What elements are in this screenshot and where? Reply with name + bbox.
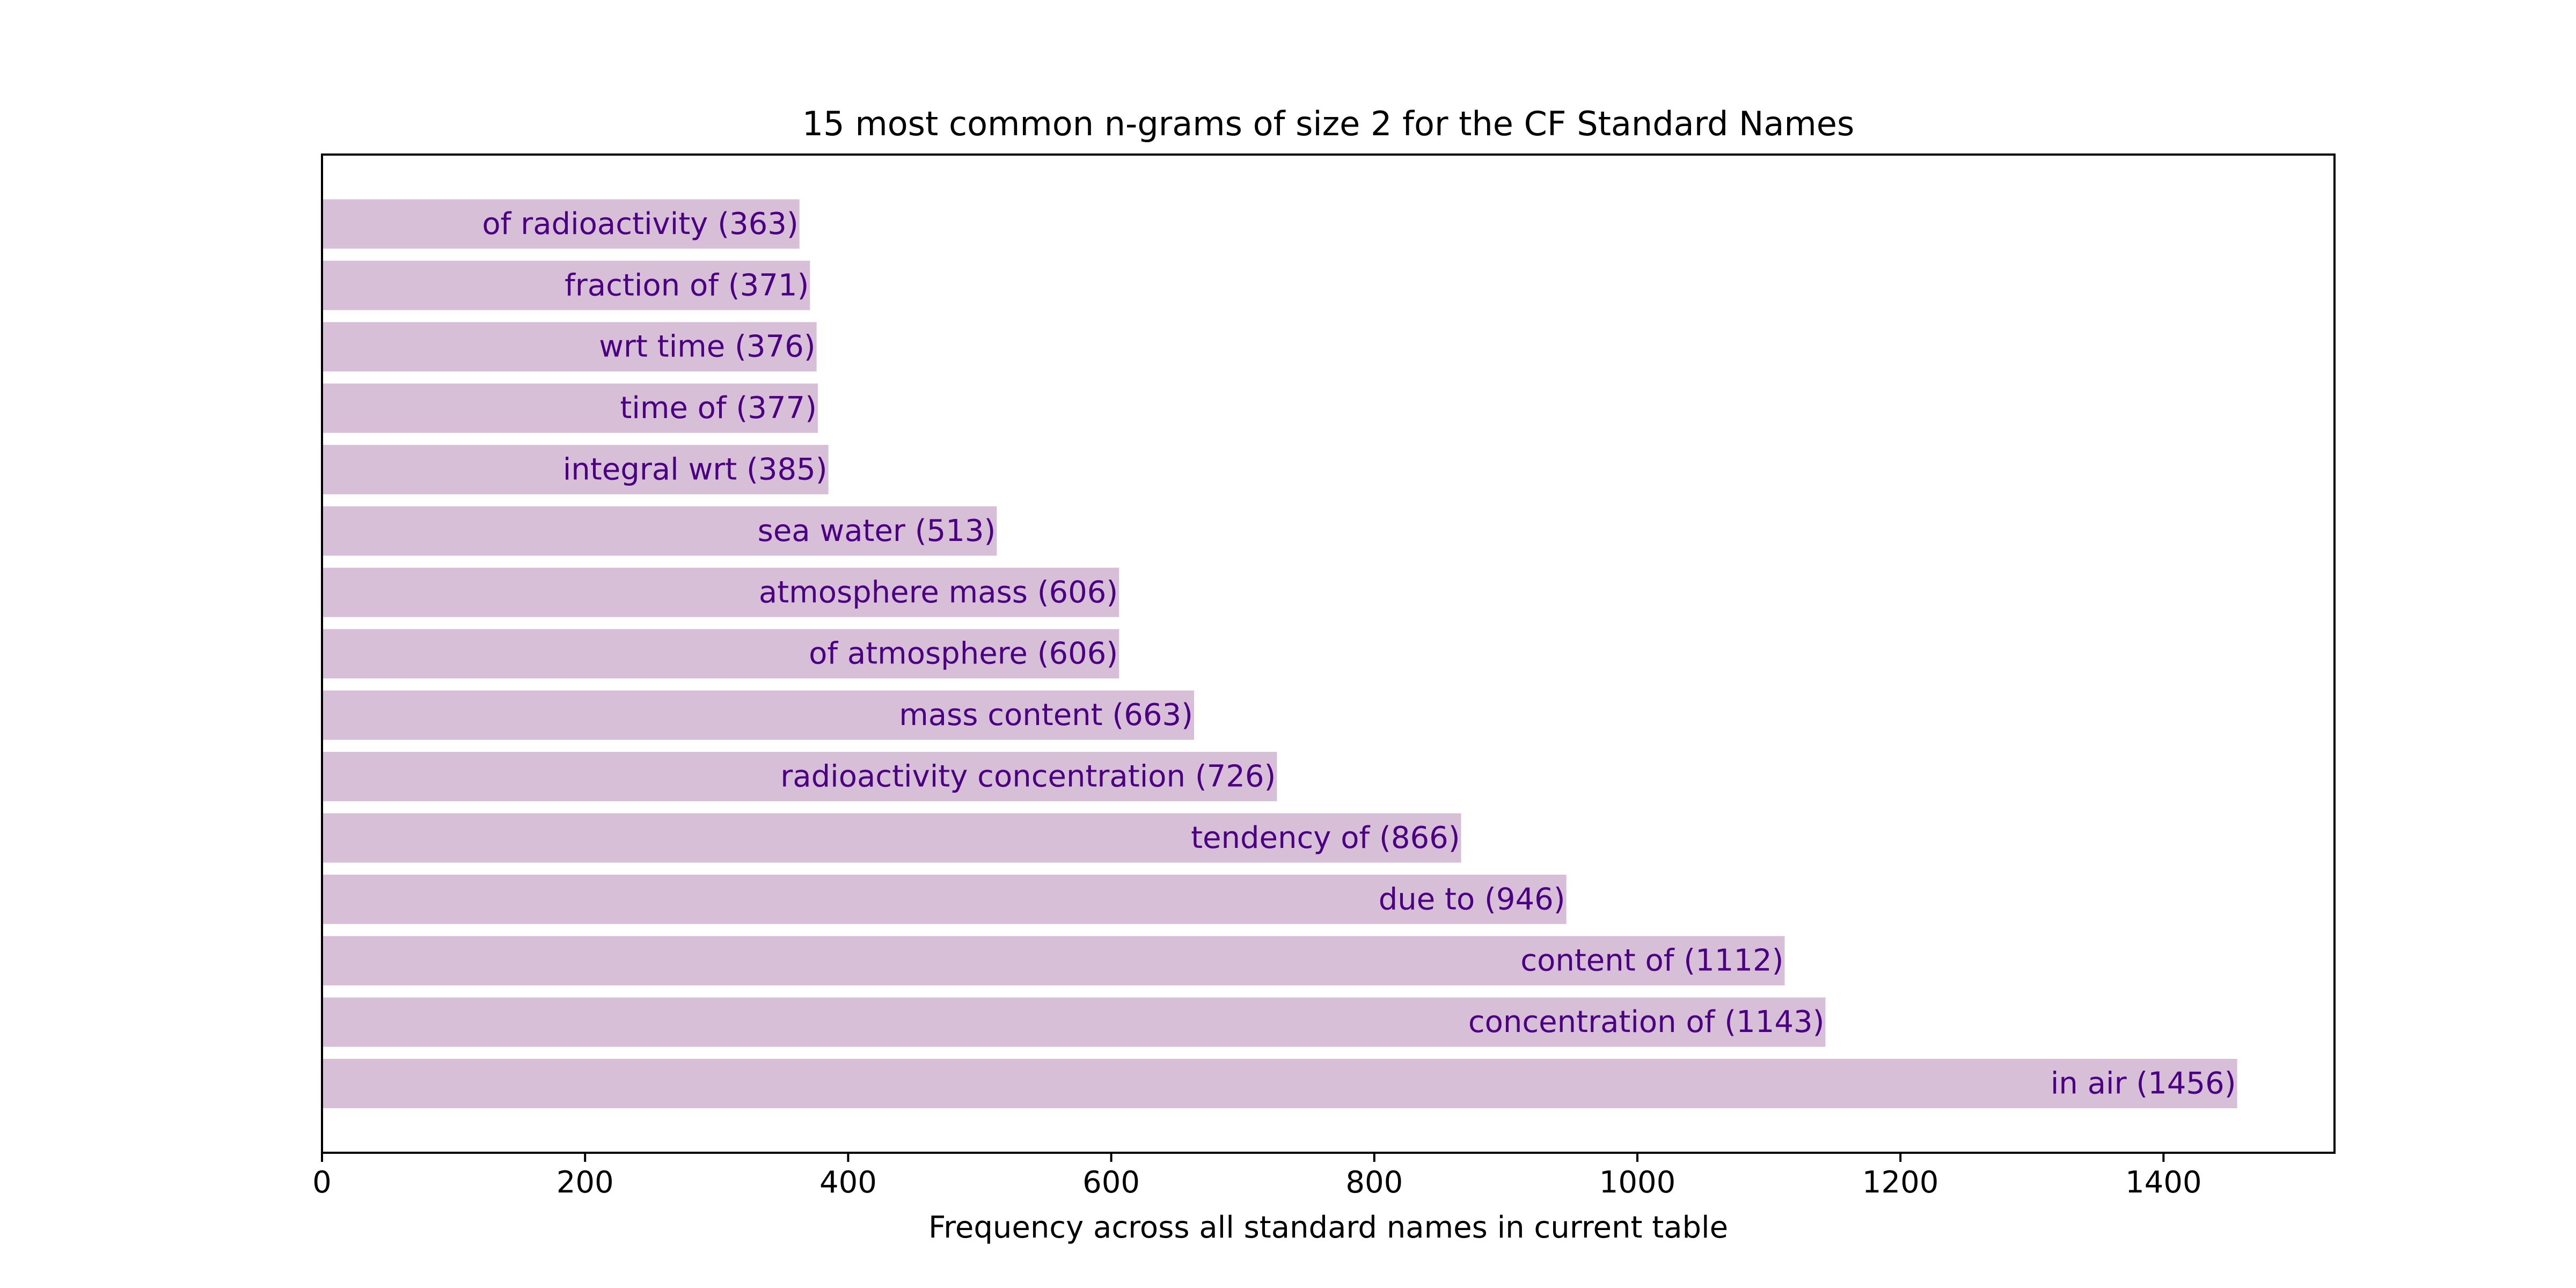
bar-label-5: tendency of (866)	[1191, 821, 1460, 855]
bar-3	[322, 936, 1785, 986]
bar-label-15: of radioactivity (363)	[482, 207, 798, 241]
x-tick-label-1000: 1000	[1599, 1165, 1676, 1200]
bar-2	[322, 997, 1826, 1047]
bar-label-4: due to (946)	[1379, 882, 1565, 917]
bar-label-3: content of (1112)	[1520, 943, 1783, 978]
bar-label-14: fraction of (371)	[565, 268, 809, 303]
bars-layer	[322, 199, 2237, 1108]
bar-label-1: in air (1456)	[2051, 1066, 2236, 1101]
bar-label-7: mass content (663)	[899, 698, 1193, 733]
x-tick-label-400: 400	[819, 1165, 877, 1200]
x-axis: 0 200 400 600 800 1000 1200 1400	[312, 1153, 2202, 1200]
bar-label-8: of atmosphere (606)	[809, 636, 1118, 671]
x-tick-label-800: 800	[1345, 1165, 1403, 1200]
bar-label-9: atmosphere mass (606)	[759, 575, 1118, 610]
bar-11	[322, 445, 829, 494]
x-tick-label-0: 0	[312, 1165, 332, 1200]
bar-label-12: time of (377)	[620, 391, 817, 426]
bar-6	[322, 752, 1277, 801]
bar-7	[322, 690, 1194, 740]
bar-14	[322, 260, 810, 310]
x-axis-label: Frequency across all standard names in c…	[928, 1210, 1728, 1245]
bar-labels-layer: in air (1456) concentration of (1143) cont…	[482, 207, 2236, 1101]
bar-12	[322, 383, 818, 433]
plot-frame	[321, 153, 2336, 1154]
bar-4	[322, 874, 1567, 924]
bar-13	[322, 322, 817, 372]
bar-label-6: radioactivity concentration (726)	[780, 759, 1276, 794]
x-tick-label-200: 200	[557, 1165, 614, 1200]
bar-1	[322, 1059, 2237, 1108]
bar-15	[322, 199, 800, 249]
chart-title: 15 most common n-grams of size 2 for the…	[802, 104, 1855, 143]
bar-9	[322, 567, 1119, 617]
bar-8	[322, 629, 1119, 679]
bar-5	[322, 813, 1461, 863]
bar-label-13: wrt time (376)	[599, 330, 815, 364]
bar-label-10: sea water (513)	[758, 514, 996, 548]
x-tick-label-1200: 1200	[1862, 1165, 1939, 1200]
x-tick-label-1400: 1400	[2125, 1165, 2202, 1200]
bar-label-2: concentration of (1143)	[1468, 1005, 1825, 1040]
bar-10	[322, 506, 997, 556]
bar-label-11: integral wrt (385)	[563, 452, 828, 487]
x-tick-label-600: 600	[1082, 1165, 1140, 1200]
